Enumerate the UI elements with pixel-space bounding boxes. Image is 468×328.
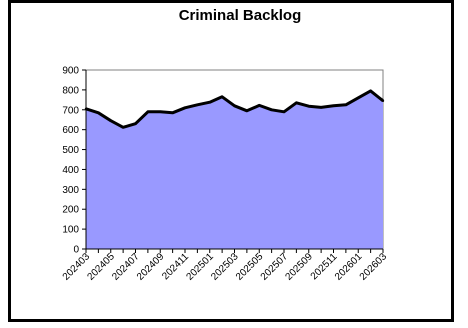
chart-title: Criminal Backlog [179, 7, 302, 24]
data-point [319, 106, 323, 109]
y-tick-label: 200 [62, 205, 79, 216]
y-tick-label: 0 [73, 245, 79, 256]
data-point [121, 126, 125, 129]
y-tick-label: 100 [62, 225, 79, 236]
data-point [344, 103, 348, 107]
data-point [270, 108, 273, 111]
data-point [183, 106, 187, 109]
data-point [171, 111, 174, 114]
data-point [134, 122, 137, 125]
data-point [220, 95, 224, 99]
data-point [295, 101, 298, 105]
y-tick-label: 400 [62, 165, 79, 176]
data-point [109, 119, 112, 122]
data-point [233, 104, 236, 108]
data-point [159, 110, 162, 113]
y-tick-label: 500 [62, 145, 79, 156]
y-tick-label: 600 [62, 125, 79, 136]
data-point [258, 104, 261, 107]
y-tick-label: 300 [62, 185, 79, 196]
y-tick-label: 800 [62, 85, 79, 96]
x-tick-label: 202509 [283, 251, 315, 283]
data-point [146, 110, 150, 113]
y-tick-label: 700 [62, 105, 79, 116]
x-tick-label: 202603 [358, 251, 390, 283]
data-point [307, 104, 310, 108]
data-point [196, 103, 199, 107]
x-tick-label: 202409 [135, 251, 167, 283]
area-series-0 [86, 90, 383, 250]
data-point [208, 101, 211, 104]
data-point [97, 111, 100, 114]
data-point [332, 104, 335, 108]
data-point [282, 110, 286, 113]
data-point [245, 109, 249, 112]
data-point [369, 89, 372, 93]
data-point [381, 99, 385, 103]
y-tick-label: 900 [62, 66, 79, 77]
data-point [357, 96, 360, 100]
